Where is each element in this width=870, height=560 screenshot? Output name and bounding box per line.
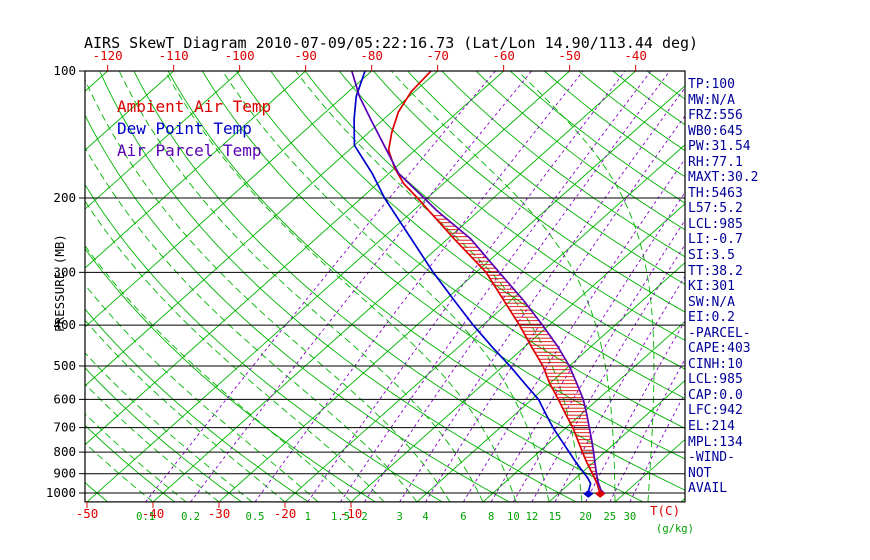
svg-text:600: 600 <box>53 391 76 406</box>
svg-text:800: 800 <box>53 444 76 459</box>
bottom-temp-axis: -50 -40 -30 -20 -10 T(C) <box>76 501 680 521</box>
legend-dew-point-temp: Dew Point Temp <box>117 119 252 138</box>
stat-line: RH:77.1 <box>688 154 743 170</box>
svg-text:-10: -10 <box>340 506 363 521</box>
svg-text:-110: -110 <box>159 48 189 63</box>
svg-text:1.5: 1.5 <box>331 511 350 523</box>
surface-markers <box>583 489 606 498</box>
svg-text:0.1: 0.1 <box>136 511 155 523</box>
stat-line: SI:3.5 <box>688 248 735 264</box>
stat-line: MW:N/A <box>688 92 735 108</box>
stat-line: EI:0.2 <box>688 310 735 326</box>
svg-text:-100: -100 <box>225 48 255 63</box>
svg-text:100: 100 <box>53 63 76 78</box>
svg-text:1: 1 <box>305 511 311 523</box>
dewpoint-temp-curve <box>353 71 592 495</box>
stat-line: EL:214 <box>688 419 735 435</box>
svg-text:-20: -20 <box>274 506 297 521</box>
svg-text:4: 4 <box>422 511 428 523</box>
cape-hatch <box>433 215 599 483</box>
parcel-temp-curve <box>350 71 606 495</box>
svg-text:-50: -50 <box>76 506 99 521</box>
svg-text:-70: -70 <box>426 48 449 63</box>
mixing-ratio-axis: 0.1 0.2 0.5 1 1.5 2 3 4 6 8 10 12 15 20 25 30 (g/kg) <box>136 511 694 535</box>
pressure-grid <box>85 71 685 494</box>
stat-line: LCL:985 <box>688 372 743 388</box>
dry-adiabat-lines <box>85 71 685 502</box>
stat-line: CAPE:403 <box>688 341 751 357</box>
stat-line: LFC:942 <box>688 403 743 419</box>
mixing-unit-label: (g/kg) <box>656 523 694 535</box>
svg-text:-60: -60 <box>492 48 515 63</box>
svg-text:300: 300 <box>53 264 76 279</box>
legend-air-parcel-temp: Air Parcel Temp <box>117 141 262 160</box>
svg-text:0.5: 0.5 <box>246 511 265 523</box>
stat-line: TP:100 <box>688 77 735 92</box>
svg-text:8: 8 <box>488 511 494 523</box>
svg-text:-30: -30 <box>208 506 231 521</box>
stat-line: -PARCEL- <box>688 325 751 341</box>
stats-panel: TP:100 MW:N/A FRZ:556 WB0:645 PW:31.54 RH:77.… <box>688 77 758 497</box>
svg-text:12: 12 <box>526 511 539 523</box>
svg-text:15: 15 <box>549 511 562 523</box>
svg-text:900: 900 <box>53 466 76 481</box>
stat-line: LCL:985 <box>688 216 743 232</box>
svg-text:2: 2 <box>361 511 367 523</box>
svg-text:700: 700 <box>53 420 76 435</box>
stat-line: PW:31.54 <box>688 139 751 155</box>
svg-text:6: 6 <box>460 511 466 523</box>
svg-text:10: 10 <box>507 511 520 523</box>
legend-ambient-air-temp: Ambient Air Temp <box>117 97 272 116</box>
svg-text:3: 3 <box>396 511 402 523</box>
legend: Ambient Air Temp Dew Point Temp Air Parc… <box>117 96 271 162</box>
pressure-axis-label: PRESSURE (MB) <box>52 234 67 332</box>
pressure-axis: 100 200 300 400 500 600 700 800 900 1000 <box>46 63 85 500</box>
stat-line: NOT <box>688 465 712 481</box>
stat-line: MPL:134 <box>688 434 743 450</box>
stat-line: KI:301 <box>688 279 735 295</box>
svg-text:0.2: 0.2 <box>181 511 200 523</box>
svg-text:-120: -120 <box>93 48 123 63</box>
svg-text:1000: 1000 <box>46 485 76 500</box>
svg-text:-40: -40 <box>624 48 647 63</box>
top-temp-axis: -120 -110 -100 -90 -80 -70 -60 -50 -40 <box>93 48 647 71</box>
svg-text:-50: -50 <box>558 48 581 63</box>
stat-line: CAP:0.0 <box>688 387 743 403</box>
stat-line: TT:38.2 <box>688 263 743 279</box>
svg-text:30: 30 <box>624 511 637 523</box>
chart-title: AIRS SkewT Diagram 2010-07-09/05:22:16.7… <box>84 34 699 52</box>
moist-adiabat-lines <box>85 71 655 502</box>
stat-line: AVAIL <box>688 481 728 497</box>
mixing-ratio-lines <box>145 71 685 502</box>
svg-text:-80: -80 <box>360 48 383 63</box>
svg-text:20: 20 <box>579 511 592 523</box>
svg-text:500: 500 <box>53 358 76 373</box>
svg-text:-90: -90 <box>294 48 317 63</box>
svg-text:25: 25 <box>603 511 616 523</box>
stat-line: MAXT:30.2 <box>688 170 759 186</box>
temp-unit-label: T(C) <box>650 503 680 518</box>
svg-text:-40: -40 <box>142 506 165 521</box>
stat-line: CINH:10 <box>688 356 743 372</box>
stat-line: TH:5463 <box>688 185 743 201</box>
svg-text:200: 200 <box>53 190 76 205</box>
stat-line: L57:5.2 <box>688 201 743 217</box>
plot-border <box>84 70 686 503</box>
stat-line: LI:-0.7 <box>688 232 743 248</box>
stat-line: WB0:645 <box>688 123 743 139</box>
svg-text:400: 400 <box>53 317 76 332</box>
stat-line: -WIND- <box>688 450 735 466</box>
stat-line: FRZ:556 <box>688 108 743 124</box>
stat-line: SW:N/A <box>688 294 735 310</box>
